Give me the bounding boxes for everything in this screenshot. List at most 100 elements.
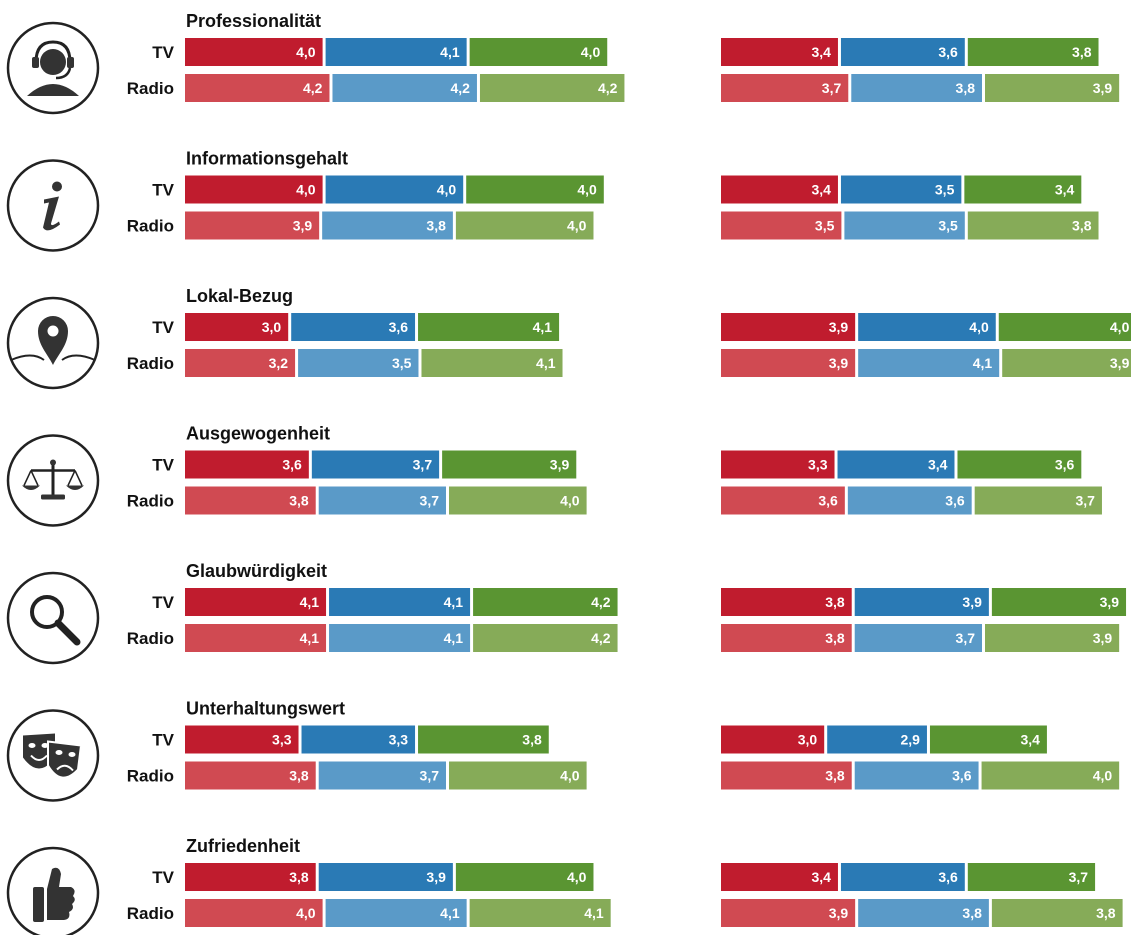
bar-segment (721, 588, 852, 616)
bar-value-label: 3,2 (269, 355, 289, 371)
bar-segment (721, 725, 825, 754)
bar-value-label: 3,5 (935, 182, 955, 198)
bar-value-label: 4,0 (567, 218, 587, 234)
bar-value-label: 3,6 (818, 493, 838, 509)
panel-title: Glaubwürdigkeit (186, 561, 327, 581)
bar-value-label: 4,0 (567, 869, 587, 885)
bar-value-label: 3,6 (945, 493, 965, 509)
panel-title: Zufriedenheit (186, 836, 300, 856)
bar-value-label: 3,8 (1072, 44, 1092, 60)
row-label: Radio (127, 79, 174, 98)
location-pin-icon (6, 296, 100, 390)
bar-value-label: 4,2 (591, 594, 611, 610)
bar-segment (721, 624, 852, 652)
bar-segment (329, 624, 471, 652)
panel: Lokal-Bezug TV 3,0 3,6 4,1 3,9 4,0 4,0 Radio 3,2 3… (6, 286, 1131, 390)
bar-value-label: 3,9 (829, 355, 849, 371)
bar-segment (318, 761, 446, 790)
bar-value-label: 3,8 (1072, 218, 1092, 234)
bar-segment (418, 313, 560, 341)
bar-value-label: 2,9 (900, 732, 920, 748)
row-label: TV (152, 318, 174, 337)
bar-value-label: 3,8 (956, 80, 976, 96)
bar-segment (851, 74, 982, 102)
bar-value-label: 3,6 (938, 44, 958, 60)
bar-segment (721, 313, 856, 341)
bar-value-label: 3,4 (1055, 182, 1075, 198)
bar-value-label: 4,1 (584, 905, 604, 921)
bar-value-label: 3,3 (272, 732, 292, 748)
bar-value-label: 3,4 (811, 182, 831, 198)
bar-value-label: 3,6 (389, 319, 409, 335)
bar-value-label: 3,6 (1055, 457, 1075, 473)
bar-segment (421, 349, 563, 377)
bar-value-label: 4,1 (536, 355, 556, 371)
bar-value-label: 3,5 (815, 218, 835, 234)
bar-segment (985, 624, 1120, 652)
bar-segment (844, 211, 965, 240)
bar-value-label: 4,0 (577, 182, 597, 198)
bar-segment (847, 486, 972, 515)
bar-segment (185, 74, 330, 102)
bar-segment (721, 211, 842, 240)
bar-value-label: 4,1 (973, 355, 993, 371)
bar-segment (469, 38, 608, 66)
bar-value-label: 4,0 (581, 44, 601, 60)
bar-value-label: 4,2 (598, 80, 618, 96)
bar-segment (301, 725, 416, 754)
bar-segment (311, 450, 440, 479)
theater-masks-icon (6, 709, 100, 802)
bar-segment (185, 349, 296, 377)
bar-segment (967, 38, 1099, 66)
bar-value-label: 4,0 (1093, 768, 1113, 784)
bar-value-label: 3,7 (413, 457, 433, 473)
bar-value-label: 4,1 (444, 630, 464, 646)
bar-value-label: 4,2 (450, 80, 470, 96)
bar-segment (721, 349, 856, 377)
bar-segment (974, 486, 1102, 515)
bar-segment (837, 450, 955, 479)
magnifier-icon (6, 571, 100, 665)
bar-value-label: 4,0 (296, 905, 316, 921)
panel: Ausgewogenheit TV 3,6 3,7 3,9 3,3 3,4 3,6 Radio 3… (6, 424, 1102, 527)
bar-segment (840, 175, 962, 204)
bar-segment (185, 725, 299, 754)
bar-value-label: 3,9 (1100, 594, 1120, 610)
bar-segment (1002, 349, 1131, 377)
panel: Informationsgehalt TV 4,0 4,0 4,0 3,4 3,5 3,4 Ra… (6, 149, 1099, 252)
bar-value-label: 3,8 (289, 768, 309, 784)
bar-segment (325, 175, 464, 204)
row-label: TV (152, 43, 174, 62)
headset-icon (6, 21, 100, 115)
bar-value-label: 3,0 (262, 319, 282, 335)
bar-segment (991, 588, 1127, 616)
bar-value-label: 4,0 (969, 319, 989, 335)
bar-segment (185, 863, 316, 891)
row-label: Radio (127, 904, 174, 923)
bar-segment (981, 761, 1120, 790)
bar-segment (854, 588, 989, 616)
bar-value-label: 4,1 (440, 905, 460, 921)
bar-segment (721, 899, 856, 927)
bar-segment (957, 450, 1082, 479)
row-label: Radio (127, 217, 174, 236)
bar-value-label: 3,4 (811, 44, 831, 60)
bar-segment (721, 486, 845, 515)
bar-value-label: 3,8 (289, 493, 309, 509)
bar-segment (185, 450, 309, 479)
panel: Glaubwürdigkeit TV 4,1 4,1 4,2 3,8 3,9 3,9 Radio… (6, 561, 1127, 665)
bar-segment (721, 74, 849, 102)
bar-value-label: 4,0 (437, 182, 457, 198)
bar-segment (858, 899, 989, 927)
bar-value-label: 3,7 (822, 80, 842, 96)
bar-value-label: 3,8 (825, 768, 845, 784)
bar-segment (185, 313, 289, 341)
row-label: TV (152, 731, 174, 750)
panel: Zufriedenheit TV 3,8 3,9 4,0 3,4 3,6 3,7 Radio 4,… (6, 836, 1123, 940)
bar-segment (840, 38, 965, 66)
bar-value-label: 3,5 (392, 355, 412, 371)
bar-value-label: 3,3 (389, 732, 409, 748)
info-icon (6, 159, 100, 252)
bar-segment (185, 175, 323, 204)
bar-segment (466, 175, 604, 204)
